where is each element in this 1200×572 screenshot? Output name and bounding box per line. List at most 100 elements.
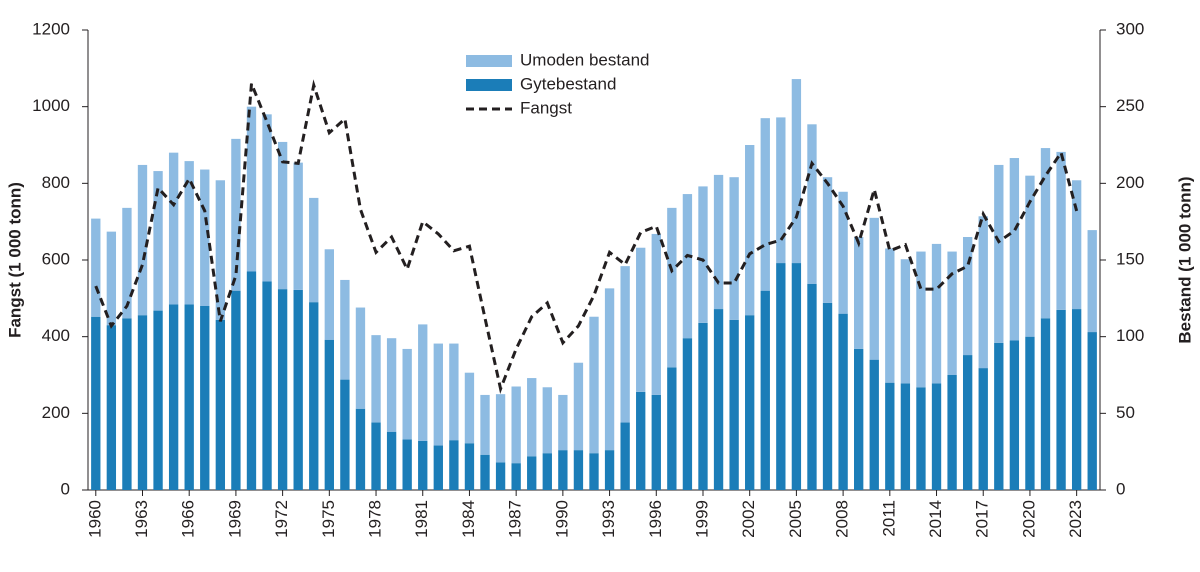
x-tick-label: 1975 bbox=[319, 500, 338, 538]
y-tick-label: 0 bbox=[61, 479, 70, 498]
y2-tick-label: 300 bbox=[1116, 19, 1144, 38]
bar bbox=[1087, 332, 1097, 490]
x-tick-label: 2023 bbox=[1066, 500, 1085, 538]
bar bbox=[355, 307, 366, 409]
bar bbox=[527, 378, 537, 457]
bar bbox=[573, 362, 584, 451]
bar bbox=[791, 79, 802, 264]
y-tick-label: 1200 bbox=[32, 19, 70, 38]
bar bbox=[511, 386, 521, 464]
bar bbox=[978, 216, 988, 369]
x-tick-label: 1990 bbox=[552, 500, 571, 538]
bar bbox=[994, 342, 1004, 490]
bar bbox=[153, 310, 163, 490]
bar bbox=[480, 454, 490, 490]
bar bbox=[978, 368, 988, 490]
x-tick-label: 1984 bbox=[459, 500, 478, 538]
y2-tick-label: 50 bbox=[1116, 403, 1135, 422]
bar bbox=[869, 359, 879, 490]
bar bbox=[885, 248, 895, 383]
bar bbox=[682, 338, 693, 490]
bar bbox=[573, 450, 584, 490]
bar bbox=[340, 379, 350, 490]
bar bbox=[495, 462, 506, 490]
bar bbox=[200, 306, 210, 490]
bar bbox=[184, 304, 194, 490]
bar bbox=[168, 304, 179, 490]
bar bbox=[449, 440, 459, 490]
y2-tick-label: 250 bbox=[1116, 96, 1144, 115]
legend-label: Fangst bbox=[520, 98, 572, 117]
bar bbox=[604, 288, 615, 451]
x-tick-label: 1993 bbox=[599, 500, 618, 538]
bar bbox=[1025, 336, 1035, 490]
bar bbox=[106, 231, 117, 326]
bar bbox=[511, 463, 521, 490]
bar bbox=[324, 249, 334, 340]
bar bbox=[277, 289, 288, 490]
y2-tick-label: 150 bbox=[1116, 249, 1144, 268]
x-tick-label: 1978 bbox=[366, 500, 385, 538]
y2-tick-label: 200 bbox=[1116, 173, 1144, 192]
y-tick-label: 400 bbox=[42, 326, 70, 345]
y-tick-label: 600 bbox=[42, 249, 70, 268]
bar bbox=[371, 422, 381, 490]
y2-axis-label: Bestand (1 000 tonn) bbox=[1175, 176, 1194, 343]
legend-label: Gytebestand bbox=[520, 74, 616, 93]
bar bbox=[402, 439, 412, 490]
bar bbox=[1009, 340, 1020, 490]
bar bbox=[542, 453, 552, 490]
x-tick-label: 2011 bbox=[879, 500, 898, 537]
bar bbox=[168, 152, 179, 305]
bar bbox=[91, 218, 101, 317]
bar bbox=[246, 271, 257, 490]
bar bbox=[433, 343, 443, 446]
bar bbox=[106, 325, 117, 490]
bar bbox=[1056, 309, 1066, 490]
bar bbox=[464, 443, 475, 490]
x-tick-label: 1996 bbox=[646, 500, 665, 538]
x-tick-label: 1960 bbox=[85, 500, 104, 538]
x-tick-label: 1963 bbox=[132, 500, 151, 538]
bar bbox=[1025, 175, 1035, 337]
bar bbox=[1040, 148, 1051, 319]
bar bbox=[807, 283, 817, 490]
bar bbox=[1040, 318, 1051, 490]
bar bbox=[480, 394, 490, 455]
x-tick-label: 1966 bbox=[179, 500, 198, 538]
bar bbox=[246, 106, 257, 272]
bar bbox=[651, 233, 661, 395]
bar bbox=[667, 207, 677, 368]
bar bbox=[309, 197, 319, 303]
bar bbox=[137, 315, 148, 490]
bar bbox=[667, 367, 677, 490]
x-tick-label: 2008 bbox=[833, 500, 852, 538]
y-axis-label: Fangst (1 000 tonn) bbox=[5, 182, 24, 338]
bar bbox=[885, 382, 895, 490]
y2-tick-label: 0 bbox=[1116, 479, 1125, 498]
bar bbox=[371, 335, 381, 423]
bar bbox=[713, 174, 724, 310]
x-tick-label: 1987 bbox=[506, 500, 525, 538]
bar bbox=[620, 422, 630, 490]
bar bbox=[838, 191, 848, 314]
bar bbox=[262, 281, 272, 490]
bar bbox=[355, 408, 366, 490]
bar bbox=[760, 118, 770, 291]
bar bbox=[916, 387, 926, 490]
bar bbox=[931, 383, 942, 490]
bar bbox=[589, 453, 599, 490]
bar bbox=[776, 117, 786, 264]
x-tick-label: 1972 bbox=[272, 500, 291, 538]
bar bbox=[386, 338, 397, 432]
bar bbox=[713, 309, 724, 490]
bar bbox=[558, 394, 568, 451]
bar bbox=[745, 315, 755, 490]
x-tick-label: 2002 bbox=[739, 500, 758, 538]
x-tick-label: 1981 bbox=[412, 500, 431, 538]
x-tick-label: 1969 bbox=[225, 500, 244, 538]
bar bbox=[822, 177, 833, 303]
legend-swatch bbox=[466, 55, 512, 67]
bar bbox=[822, 302, 833, 490]
